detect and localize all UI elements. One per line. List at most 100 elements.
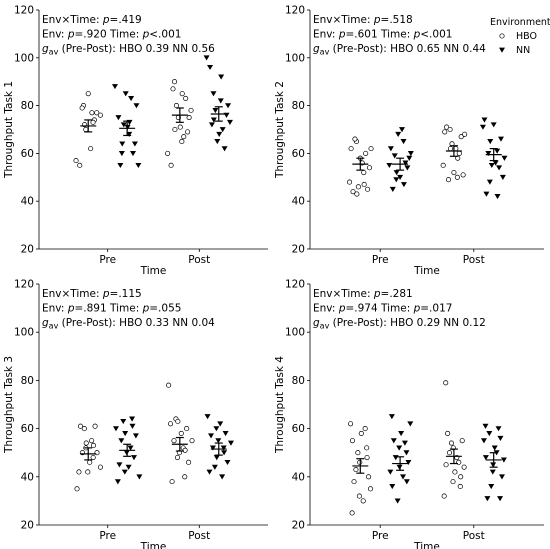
data-point-nn (395, 131, 402, 137)
data-point-nn (497, 496, 504, 502)
annotation-segment: g (313, 317, 320, 329)
data-point-nn (393, 177, 400, 183)
annotation-segment: =.281 (381, 288, 413, 300)
data-point-nn (501, 155, 508, 161)
data-point-hbo (189, 438, 195, 444)
data-point-nn (115, 115, 122, 121)
data-point-hbo (179, 91, 185, 97)
y-axis-title: Throughput Task 4 (274, 356, 286, 454)
data-point-nn (226, 119, 233, 126)
data-point-hbo (179, 138, 185, 145)
data-point-hbo (77, 423, 84, 429)
x-tick-label: Post (188, 530, 210, 542)
annotation-segment: =.518 (381, 14, 413, 26)
data-point-hbo (73, 158, 79, 164)
annotation-line-2: Env: p=.974 Time: p=.017 (313, 303, 452, 315)
data-point-hbo (347, 179, 353, 185)
annotation-segment: Env: (313, 29, 339, 41)
data-point-hbo (456, 150, 462, 156)
data-point-nn (488, 484, 495, 490)
x-tick-label: Post (463, 530, 485, 542)
annotation-segment: p (142, 303, 150, 315)
data-point-hbo (445, 177, 452, 183)
data-point-nn (495, 426, 502, 432)
data-point-hbo (348, 421, 354, 427)
data-point-nn (389, 484, 396, 490)
annotation-line-3: gav (Pre-Post): HBO 0.65 NN 0.44 (313, 43, 486, 57)
data-point-hbo (368, 146, 374, 152)
annotation-segment: Env×Time: (313, 288, 374, 300)
data-point-hbo (452, 469, 458, 475)
annotation-line-1: Env×Time: p=.115 (42, 288, 142, 300)
data-point-nn (215, 438, 222, 444)
data-point-hbo (365, 186, 371, 192)
y-tick-label: 80 (21, 100, 34, 112)
y-tick-label: 100 (14, 52, 34, 64)
y-tick-label: 20 (292, 244, 305, 256)
data-point-hbo (459, 438, 465, 444)
data-point-hbo (348, 146, 354, 152)
annotation-segment: p (413, 303, 421, 315)
data-point-hbo (85, 91, 91, 97)
data-point-nn (210, 91, 217, 97)
data-point-nn (403, 450, 410, 456)
annotation-segment: Env: (42, 303, 68, 315)
data-point-nn (401, 440, 408, 446)
data-point-nn (497, 435, 504, 441)
data-point-nn (402, 160, 409, 166)
data-point-nn (118, 438, 125, 444)
data-point-nn (387, 469, 394, 475)
data-point-hbo (79, 105, 85, 111)
series-hbo (73, 79, 194, 168)
data-point-nn (219, 127, 226, 133)
data-point-nn (129, 423, 136, 429)
data-point-nn (220, 445, 227, 451)
series-nn (111, 55, 233, 169)
x-tick-label: Pre (99, 530, 116, 542)
data-point-hbo (186, 459, 192, 465)
annotation-segment: av (320, 322, 330, 331)
data-point-nn (114, 479, 121, 485)
series-nn (386, 117, 508, 200)
data-point-nn (117, 162, 124, 169)
data-point-hbo (181, 134, 187, 140)
data-point-nn (484, 496, 491, 502)
series-nn (112, 414, 234, 485)
y-tick-label: 60 (292, 423, 305, 435)
data-point-nn (483, 191, 490, 197)
annotation-segment: (Pre-Post): HBO 0.33 NN 0.04 (58, 317, 215, 329)
series-hbo (348, 380, 467, 516)
annotation-segment: p (338, 303, 346, 315)
data-point-hbo (448, 440, 455, 446)
data-point-nn (398, 431, 405, 437)
data-point-nn (486, 179, 493, 185)
data-point-nn (494, 194, 501, 200)
data-point-nn (217, 421, 224, 427)
data-point-hbo (81, 426, 87, 432)
annotation-segment: Env×Time: (42, 288, 103, 300)
data-point-nn (389, 186, 396, 192)
data-point-nn (210, 117, 217, 123)
data-point-nn (221, 146, 228, 152)
y-tick-label: 40 (21, 471, 34, 483)
data-point-nn (491, 445, 498, 451)
x-tick-label: Post (188, 254, 210, 266)
data-point-nn (482, 423, 489, 429)
legend-label-hbo: HBO (516, 31, 537, 42)
data-point-hbo (177, 124, 183, 130)
data-point-nn (132, 433, 139, 439)
data-point-nn (492, 160, 499, 166)
y-tick-label: 60 (21, 148, 34, 160)
annotation-segment: =.891 Time: (74, 303, 142, 315)
data-point-hbo (168, 162, 174, 168)
x-tick-label: Pre (99, 254, 116, 266)
data-point-nn (204, 414, 211, 420)
data-point-nn (497, 136, 504, 142)
y-tick-label: 120 (285, 279, 305, 291)
data-point-hbo (83, 126, 89, 133)
data-point-nn (212, 107, 219, 114)
data-point-nn (224, 459, 231, 466)
legend-marker-nn (499, 47, 505, 53)
x-axis-title: Time (140, 265, 167, 277)
